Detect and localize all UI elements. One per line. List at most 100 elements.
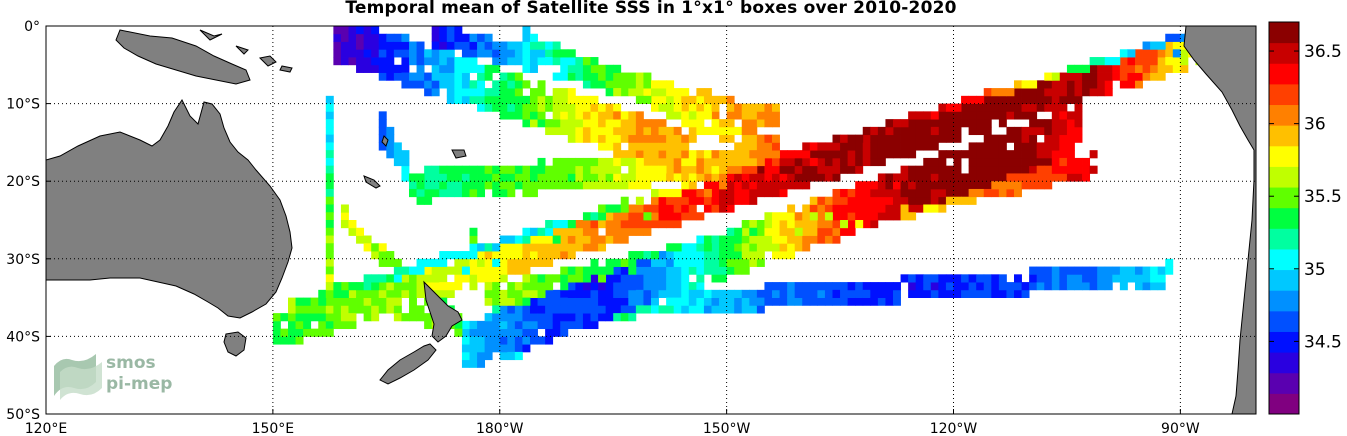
salinity-box: [439, 72, 448, 81]
salinity-box: [688, 126, 697, 136]
salinity-box: [333, 289, 342, 298]
salinity-box: [719, 173, 728, 182]
salinity-box: [961, 119, 970, 128]
salinity-box: [1074, 282, 1083, 291]
salinity-box: [340, 220, 349, 229]
salinity-box: [1014, 165, 1022, 174]
salinity-box: [446, 64, 455, 73]
salinity-box: [530, 336, 538, 345]
salinity-box: [409, 80, 417, 89]
salinity-box: [1119, 49, 1128, 58]
salinity-box: [514, 49, 523, 58]
salinity-box: [340, 212, 349, 221]
salinity-box: [386, 33, 395, 42]
salinity-box: [1059, 157, 1068, 167]
salinity-box: [325, 258, 334, 267]
salinity-box: [477, 251, 486, 260]
salinity-box: [1059, 142, 1068, 151]
salinity-box: [666, 305, 675, 314]
salinity-box: [522, 57, 531, 66]
salinity-box: [499, 88, 508, 97]
salinity-box: [756, 251, 765, 260]
salinity-box: [885, 181, 894, 190]
salinity-box: [983, 95, 992, 104]
salinity-box: [386, 41, 395, 50]
salinity-box: [953, 150, 962, 159]
salinity-box: [507, 181, 516, 190]
salinity-box: [1157, 49, 1166, 58]
salinity-box: [1066, 64, 1075, 73]
salinity-box: [507, 188, 516, 198]
salinity-box: [900, 119, 909, 128]
salinity-box: [1036, 266, 1045, 275]
salinity-box: [378, 297, 387, 306]
salinity-box: [537, 95, 546, 104]
salinity-box: [968, 282, 977, 291]
salinity-box: [280, 313, 289, 322]
salinity-box: [499, 111, 508, 120]
salinity-box: [416, 188, 425, 198]
salinity-box: [446, 49, 455, 58]
salinity-box: [439, 80, 448, 89]
salinity-box: [416, 41, 425, 50]
salinity-box: [492, 64, 501, 73]
salinity-box: [431, 274, 440, 283]
salinity-box: [772, 103, 780, 112]
salinity-box: [363, 235, 372, 244]
salinity-box: [870, 142, 879, 151]
salinity-box: [386, 57, 395, 66]
salinity-box: [325, 227, 334, 236]
salinity-box: [832, 235, 841, 244]
salinity-box: [356, 227, 365, 236]
salinity-box: [484, 266, 493, 275]
salinity-box: [900, 150, 909, 159]
salinity-box: [393, 72, 402, 81]
salinity-box: [711, 251, 720, 260]
salinity-box: [613, 80, 622, 89]
salinity-box: [613, 126, 622, 136]
salinity-box: [1059, 150, 1068, 159]
salinity-box: [507, 49, 516, 58]
salinity-box: [378, 41, 387, 50]
salinity-box: [1074, 88, 1083, 97]
salinity-box: [1150, 41, 1159, 50]
salinity-box: [499, 57, 508, 66]
salinity-box: [575, 95, 584, 104]
salinity-box: [787, 173, 796, 182]
salinity-box: [840, 220, 849, 229]
salinity-box: [643, 95, 652, 104]
salinity-box: [961, 150, 970, 159]
salinity-box: [893, 173, 901, 182]
salinity-box: [862, 142, 871, 151]
salinity-box: [499, 243, 508, 252]
salinity-box: [492, 320, 501, 330]
salinity-box: [492, 181, 501, 190]
salinity-box: [318, 297, 327, 306]
salinity-box: [802, 235, 811, 244]
salinity-box: [1135, 64, 1143, 73]
salinity-box: [983, 282, 992, 291]
salinity-box: [961, 111, 970, 120]
salinity-box: [628, 126, 637, 136]
salinity-box: [893, 212, 901, 221]
salinity-box: [628, 165, 637, 174]
salinity-box: [635, 266, 644, 275]
salinity-box: [870, 204, 879, 213]
salinity-box: [598, 80, 607, 89]
salinity-box: [514, 235, 523, 244]
salinity-box: [1044, 157, 1053, 167]
salinity-box: [424, 165, 433, 174]
salinity-box: [666, 134, 675, 143]
salinity-box: [1044, 282, 1053, 291]
salinity-box: [1036, 157, 1045, 167]
salinity-box: [703, 251, 712, 260]
salinity-box: [900, 204, 909, 213]
salinity-box: [522, 282, 531, 291]
salinity-box: [492, 243, 501, 252]
salinity-box: [522, 235, 531, 244]
salinity-box: [507, 320, 516, 330]
salinity-box: [363, 274, 372, 283]
salinity-box: [855, 181, 864, 190]
salinity-box: [363, 49, 372, 58]
salinity-box: [1021, 103, 1030, 112]
